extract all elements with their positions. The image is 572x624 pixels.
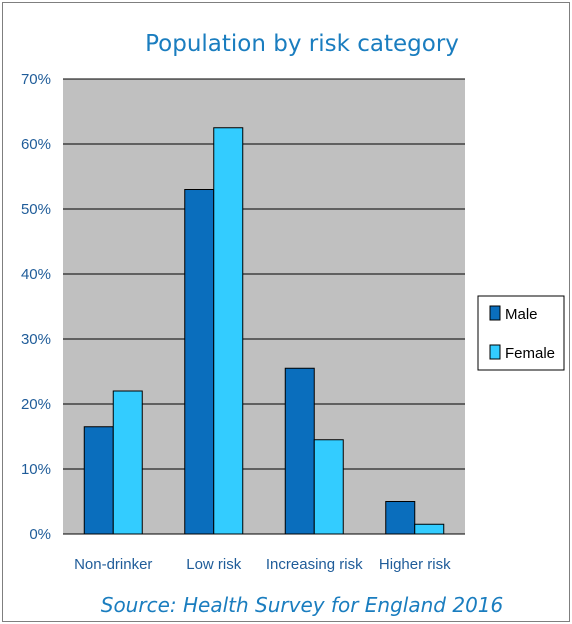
source-note: Source: Health Survey for England 2016	[101, 593, 504, 617]
y-tick-label: 30%	[21, 331, 51, 348]
legend-swatch-female	[489, 344, 501, 360]
legend: Male Female	[477, 295, 565, 371]
bar-female	[414, 523, 445, 535]
bars	[83, 127, 445, 535]
bar-male	[284, 367, 315, 535]
y-tick-label: 20%	[21, 396, 51, 413]
y-tick-label: 60%	[21, 136, 51, 153]
y-tick-label: 0%	[29, 526, 51, 543]
legend-label-female: Female	[505, 345, 555, 362]
x-category-label: Low risk	[186, 556, 242, 573]
bar-female	[313, 439, 344, 535]
y-tick-label: 50%	[21, 201, 51, 218]
y-tick-label: 10%	[21, 461, 51, 478]
chart-title: Population by risk category	[145, 31, 459, 57]
bar-female	[213, 127, 244, 535]
legend-swatch-male	[489, 305, 501, 321]
x-category-label: Increasing risk	[266, 556, 363, 573]
x-category-label: Non-drinker	[74, 556, 152, 573]
bar-female	[112, 390, 143, 535]
x-category-label: Higher risk	[379, 556, 451, 573]
y-tick-label: 40%	[21, 266, 51, 283]
bar-male	[385, 501, 416, 535]
bar-male	[184, 189, 215, 535]
y-axis-ticks: 0% 10% 20% 30% 40% 50% 60% 70%	[21, 71, 51, 543]
y-tick-label: 70%	[21, 71, 51, 88]
bar-male	[83, 426, 114, 535]
legend-label-male: Male	[505, 306, 538, 323]
x-axis-categories: Non-drinker Low risk Increasing risk Higher…	[74, 556, 451, 573]
